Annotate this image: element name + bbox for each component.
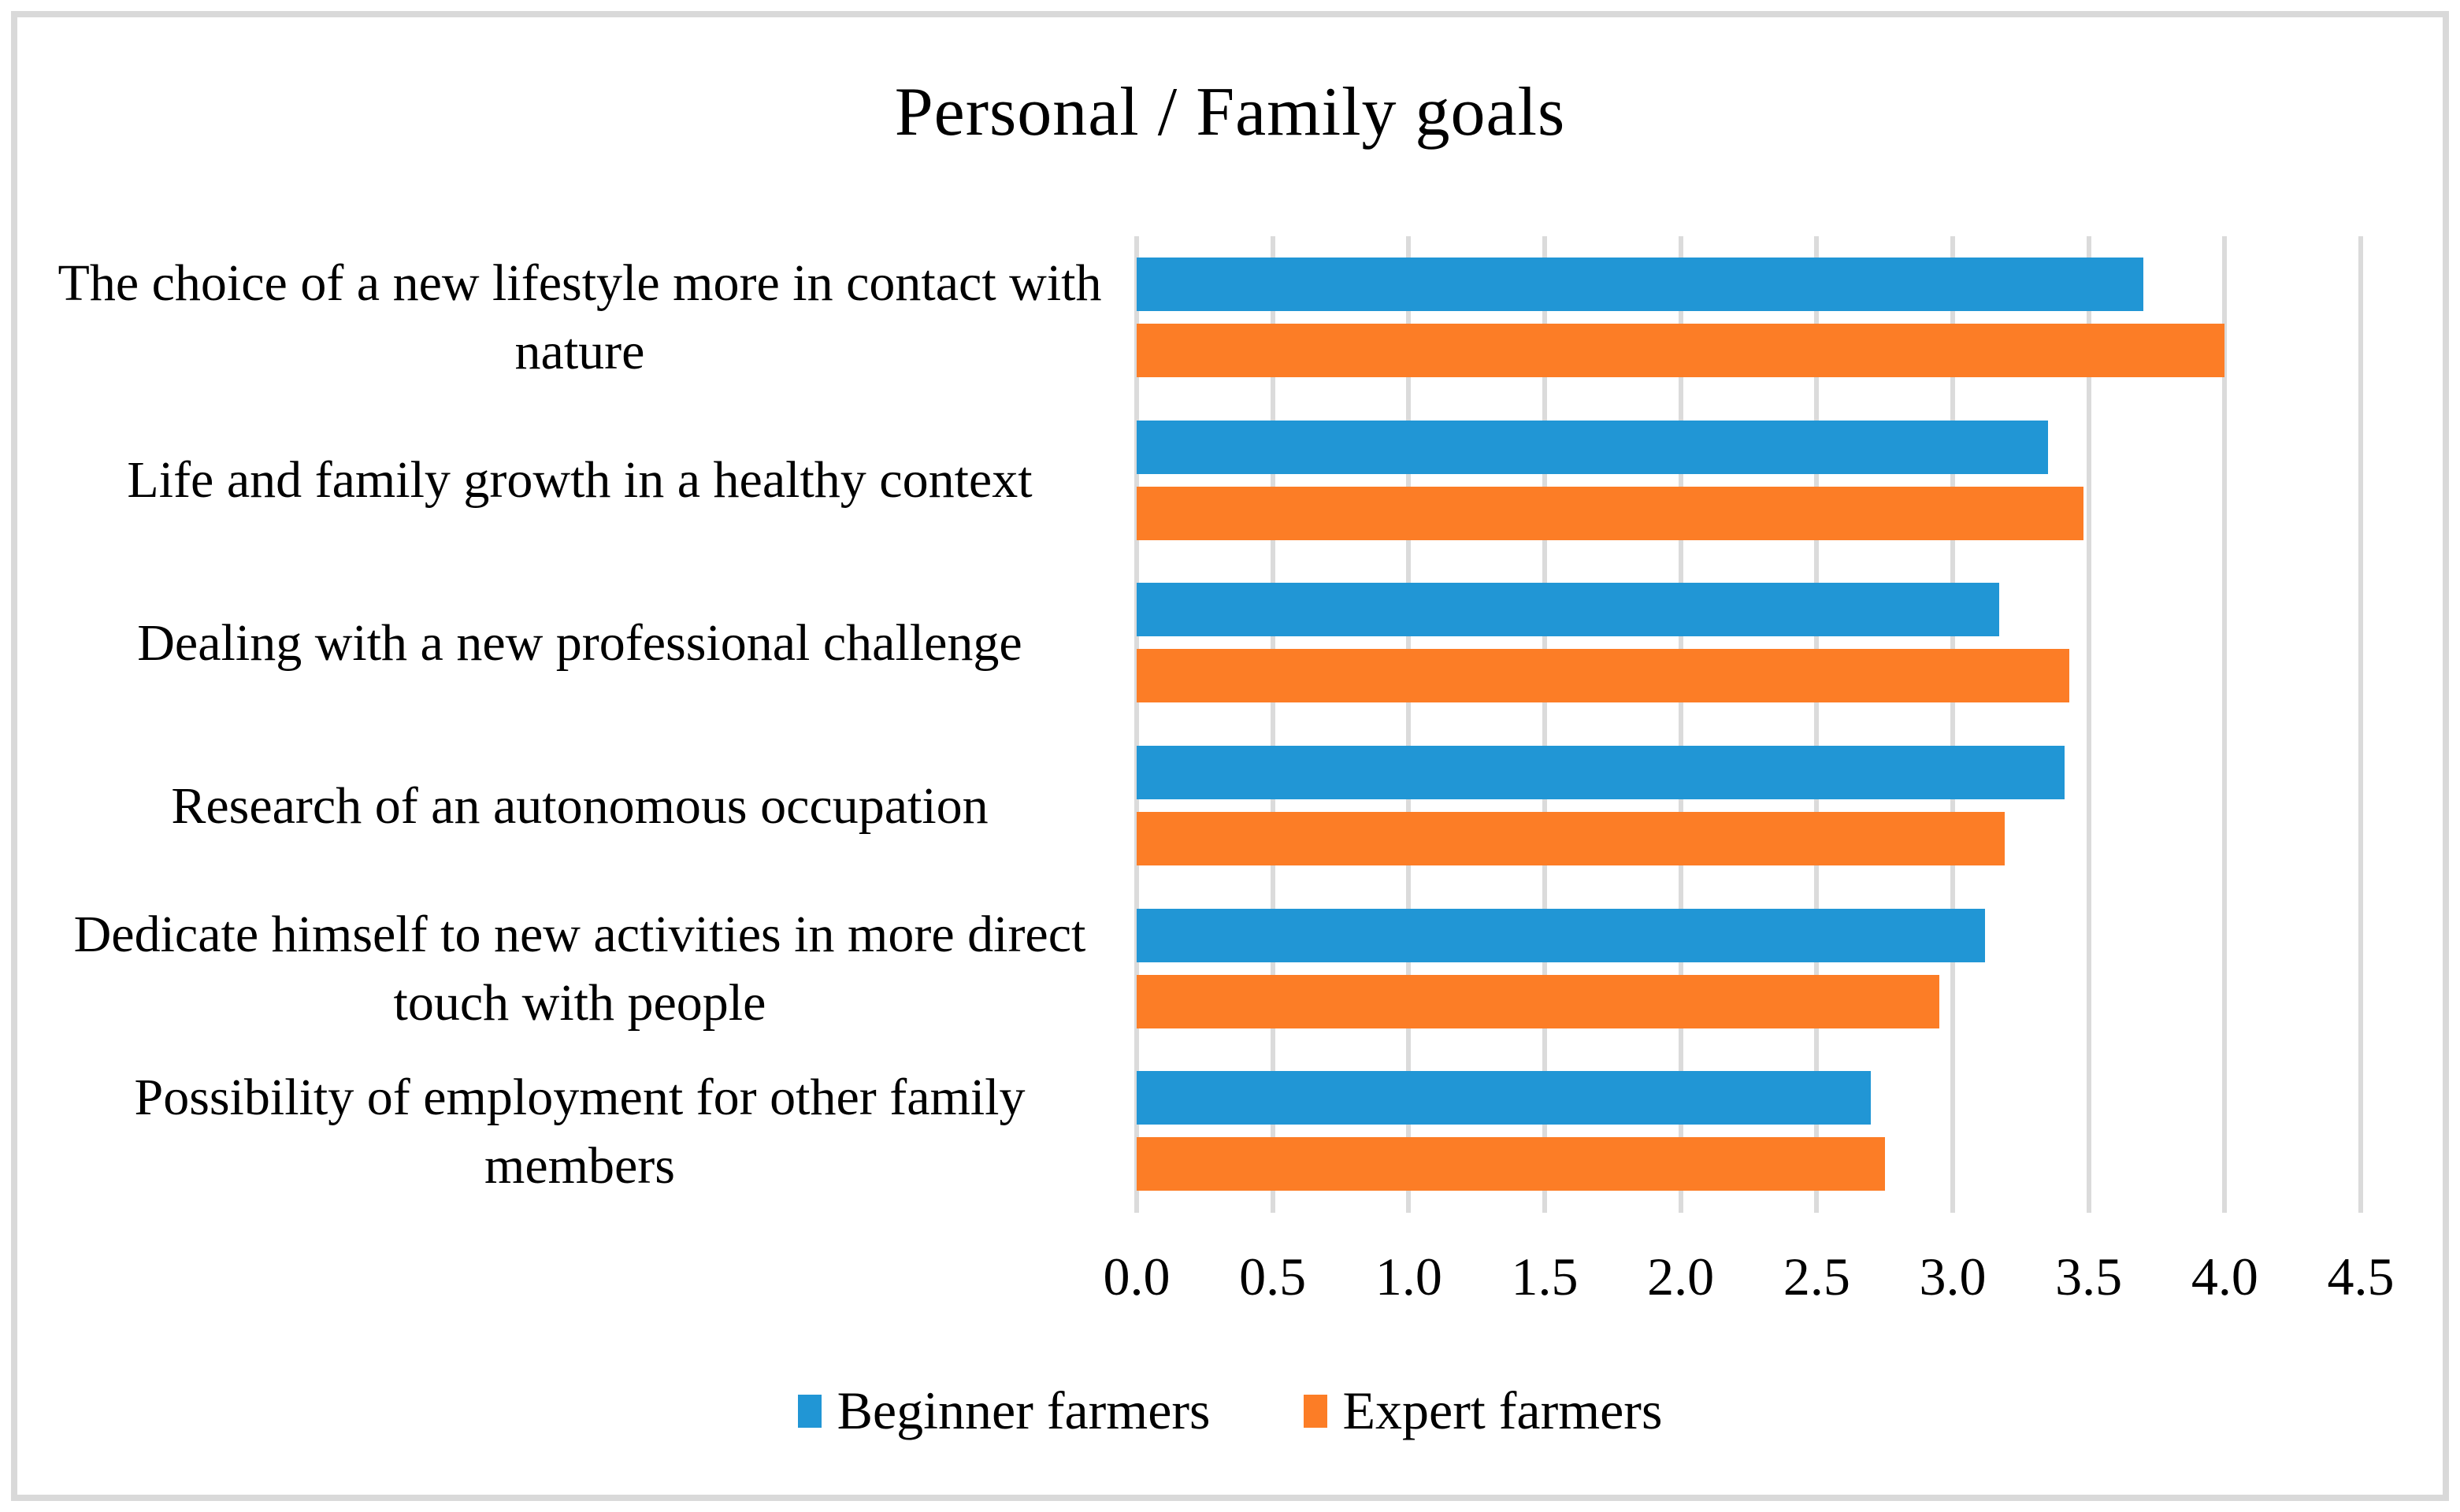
gridline: [1814, 236, 1820, 1213]
gridline: [1406, 236, 1412, 1213]
legend-swatch-icon: [1303, 1394, 1327, 1428]
chart-title: Personal / Family goals: [894, 74, 1566, 150]
bar-beginner: [1137, 908, 1986, 962]
gridline: [1270, 236, 1275, 1213]
x-tick-label: 0.0: [1103, 1247, 1171, 1306]
category-label: Research of an autonomous occupation: [171, 776, 989, 835]
category-label: Life and family growth in a healthy cont…: [127, 451, 1033, 510]
chart-legend: Beginner farmers Expert farmers: [0, 1380, 2460, 1442]
bar-expert: [1137, 1137, 1885, 1191]
legend-label: Expert farmers: [1342, 1380, 1663, 1440]
bar-beginner: [1137, 420, 2048, 474]
bar-expert: [1137, 812, 2005, 865]
legend-swatch-icon: [797, 1394, 822, 1428]
legend-item: Expert farmers: [1303, 1380, 1663, 1442]
x-tick-label: 0.5: [1239, 1247, 1307, 1306]
bar-expert: [1137, 324, 2225, 377]
category-label: Possibility of employment for other fami…: [134, 1068, 1026, 1195]
x-tick-label: 4.0: [2191, 1247, 2258, 1306]
bar-beginner: [1137, 746, 2065, 799]
gridline: [1950, 236, 1955, 1213]
category-label: The choice of a new lifestyle more in co…: [58, 254, 1102, 381]
bar-beginner: [1137, 1071, 1872, 1125]
x-tick-label: 3.5: [2055, 1247, 2123, 1306]
gridline: [2086, 236, 2091, 1213]
x-tick-label: 2.0: [1647, 1247, 1715, 1306]
bar-expert: [1137, 974, 1939, 1028]
legend-item: Beginner farmers: [797, 1380, 1211, 1442]
gridline: [1542, 236, 1547, 1213]
legend-label: Beginner farmers: [837, 1380, 1211, 1440]
plot-area: [1134, 236, 2363, 1213]
bar-beginner: [1137, 258, 2143, 311]
gridline: [2358, 236, 2363, 1213]
bar-beginner: [1137, 583, 1999, 637]
gridline: [1678, 236, 1683, 1213]
x-tick-label: 4.5: [2327, 1247, 2395, 1306]
bar-expert: [1137, 649, 2070, 703]
category-label: Dealing with a new professional challeng…: [137, 614, 1022, 673]
x-tick-label: 1.5: [1511, 1247, 1579, 1306]
x-tick-label: 3.0: [1919, 1247, 1987, 1306]
gridline: [1134, 236, 1139, 1213]
x-tick-label: 2.5: [1783, 1247, 1850, 1306]
category-label: Dedicate himself to new activities in mo…: [73, 905, 1086, 1032]
gridline: [2222, 236, 2228, 1213]
x-tick-label: 1.0: [1375, 1247, 1442, 1306]
bar-expert: [1137, 486, 2083, 540]
